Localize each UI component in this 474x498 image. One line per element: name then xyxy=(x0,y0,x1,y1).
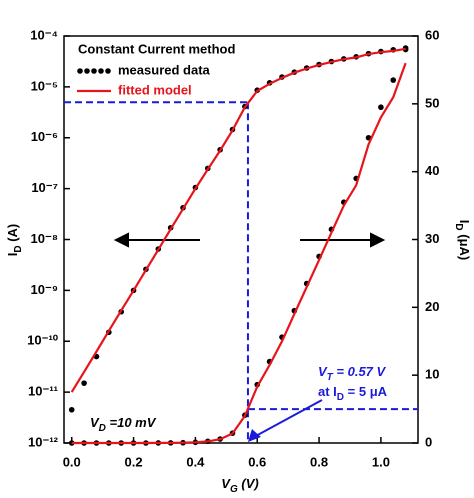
y2-tick-label: 0 xyxy=(425,434,432,449)
data-point xyxy=(390,77,397,83)
x-tick-label: 1.0 xyxy=(372,454,390,469)
label: VD =10 mV xyxy=(90,415,157,433)
label-rest: = 0.57 V xyxy=(333,364,387,379)
label-main: V xyxy=(318,364,328,379)
data-point xyxy=(68,406,75,413)
y-tick-label: 10⁻⁸ xyxy=(31,231,58,246)
data-point xyxy=(378,104,384,111)
annotation-arrow-head xyxy=(247,429,261,442)
label-main: V xyxy=(221,476,231,491)
y-tick-label: 10⁻¹² xyxy=(28,434,59,449)
y-tick-label: 10⁻⁹ xyxy=(31,282,59,297)
legend-label: fitted model xyxy=(118,82,192,97)
label-sub: D xyxy=(99,423,106,434)
label-sub: D xyxy=(337,392,344,403)
x-tick-label: 0.2 xyxy=(125,454,143,469)
fit-line xyxy=(70,47,406,393)
fit-line xyxy=(71,62,407,445)
legend-label: measured data xyxy=(118,62,211,77)
data-point xyxy=(81,380,87,386)
label-main: at I xyxy=(318,384,337,399)
label-rest: (V) xyxy=(238,476,259,491)
y-tick-label: 10⁻¹⁰ xyxy=(27,333,59,348)
x-tick-label: 0.8 xyxy=(310,454,328,469)
label-main: I xyxy=(457,220,472,224)
y-tick-label: 10⁻⁴ xyxy=(30,27,58,42)
y-tick-label: 10⁻⁵ xyxy=(31,78,58,93)
y-tick-label: 10⁻¹¹ xyxy=(28,384,58,399)
x-tick-label: 0.6 xyxy=(248,454,266,469)
label: ID (A) xyxy=(5,224,23,257)
x-tick-label: 0.0 xyxy=(63,454,81,469)
label-sub: D xyxy=(13,245,24,252)
label-main: V xyxy=(90,415,100,430)
label-rest: (A) xyxy=(5,224,20,246)
y2-tick-label: 40 xyxy=(425,163,439,178)
label-sub: T xyxy=(327,372,334,383)
label-rest: = 5 μA xyxy=(344,384,388,399)
label-rest: (μA) xyxy=(457,231,472,261)
left-arrow-head xyxy=(113,232,129,248)
legend-title: Constant Current method xyxy=(78,41,236,56)
y2-tick-label: 10 xyxy=(425,367,439,382)
y-tick-label: 10⁻⁶ xyxy=(31,129,58,144)
x-tick-label: 0.4 xyxy=(186,454,205,469)
label-sub: G xyxy=(230,484,238,495)
label: at ID = 5 μA xyxy=(318,384,388,402)
label: VG (V) xyxy=(221,476,258,494)
y-tick-label: 10⁻⁷ xyxy=(31,180,58,195)
y2-tick-label: 30 xyxy=(425,231,439,246)
legend-marker xyxy=(105,68,111,74)
label-sub: D xyxy=(453,223,464,230)
annotation-arrow xyxy=(253,399,323,438)
label: ID (μA) xyxy=(453,220,471,260)
legend-marker xyxy=(98,68,104,74)
right-arrow-head xyxy=(370,232,386,248)
legend-marker xyxy=(77,68,83,74)
label-main: I xyxy=(5,253,20,257)
label-rest: =10 mV xyxy=(106,415,157,430)
y2-tick-label: 50 xyxy=(425,95,439,110)
direction-arrows xyxy=(113,232,386,248)
y2-tick-label: 60 xyxy=(425,27,439,42)
y2-tick-label: 20 xyxy=(425,299,439,314)
label: VT = 0.57 V xyxy=(318,364,387,382)
legend-marker xyxy=(91,68,97,74)
legend-marker xyxy=(84,68,90,74)
